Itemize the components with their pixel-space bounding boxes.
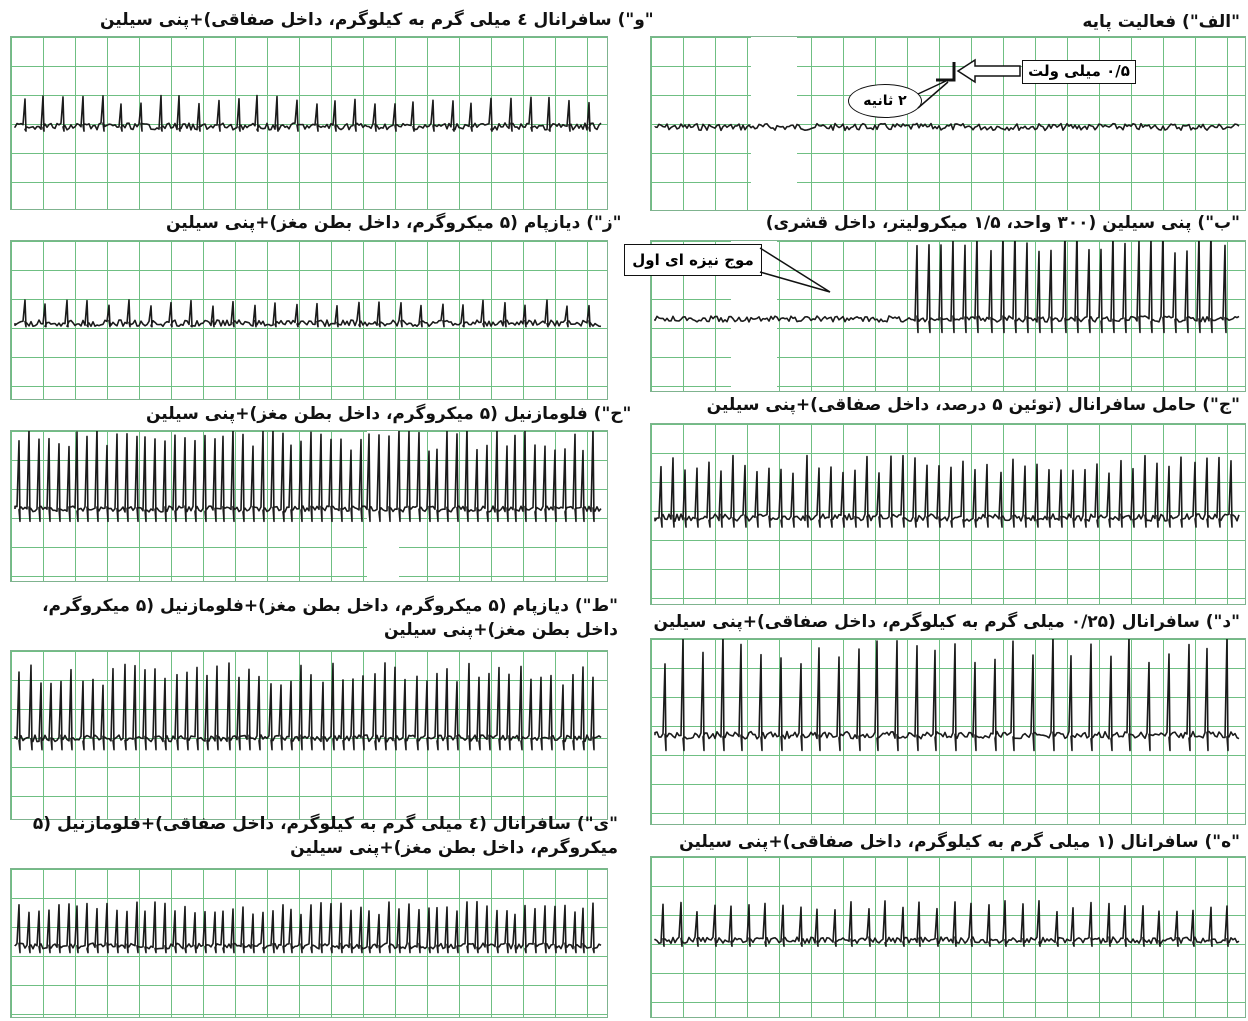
trace-panel-he2 — [10, 430, 608, 582]
caption-dal: "د") سافرانال (۰/۲۵ میلی گرم به کیلوگرم،… — [653, 612, 1241, 632]
caption-vav: "و") سافرانال ٤ میلی گرم به کیلوگرم، داخ… — [100, 10, 654, 30]
trace-panel-ta — [10, 650, 608, 820]
eeg-trace-ze — [14, 299, 602, 328]
scale-voltage-label: ۰/۵ میلی ولت — [1022, 60, 1136, 84]
eeg-trace-alef — [654, 122, 1240, 132]
trace-panel-he — [650, 856, 1246, 1018]
caption-alef: "الف") فعالیت پایه — [1082, 12, 1240, 32]
caption-ta: "ط") دیازپام (۵ میکروگرم، داخل بطن مغز)+… — [42, 596, 618, 640]
caption-he2: "ح") فلومازنیل (۵ میکروگرم، داخل بطن مغز… — [146, 404, 632, 424]
trace-panel-alef — [650, 36, 1246, 211]
eeg-trace-vav — [14, 94, 602, 132]
eeg-trace-ta — [14, 662, 602, 751]
first-spike-label: موج نیزه ای اول — [624, 244, 762, 276]
trace-panel-ze — [10, 240, 608, 400]
caption-ze: "ز") دیازپام (۵ میکروگرم، داخل بطن مغز)+… — [166, 213, 622, 233]
trace-panel-ye — [10, 868, 608, 1018]
eeg-trace-he2 — [14, 431, 602, 523]
eeg-trace-ye — [14, 900, 602, 954]
trace-panel-dal — [650, 638, 1246, 825]
trace-panel-vav — [10, 36, 608, 210]
caption-he: "ه") سافرانال (۱ میلی گرم به کیلوگرم، دا… — [679, 832, 1240, 852]
trace-panel-jim — [650, 423, 1246, 605]
scale-time-label: ۲ ثانیه — [848, 84, 922, 118]
eeg-trace-dal — [654, 639, 1240, 752]
eeg-trace-jim — [654, 454, 1240, 528]
caption-be: "ب") پنی سیلین (۳۰۰ واحد، ۱/۵ میکرولیتر،… — [765, 213, 1240, 233]
caption-jim: "ج") حامل سافرانال (توئین ۵ درصد، داخل ص… — [706, 395, 1240, 415]
eeg-trace-be — [654, 241, 1240, 334]
caption-ye: "ی") سافرانال (٤ میلی گرم به کیلوگرم، دا… — [32, 814, 618, 858]
eeg-trace-he — [654, 899, 1240, 947]
